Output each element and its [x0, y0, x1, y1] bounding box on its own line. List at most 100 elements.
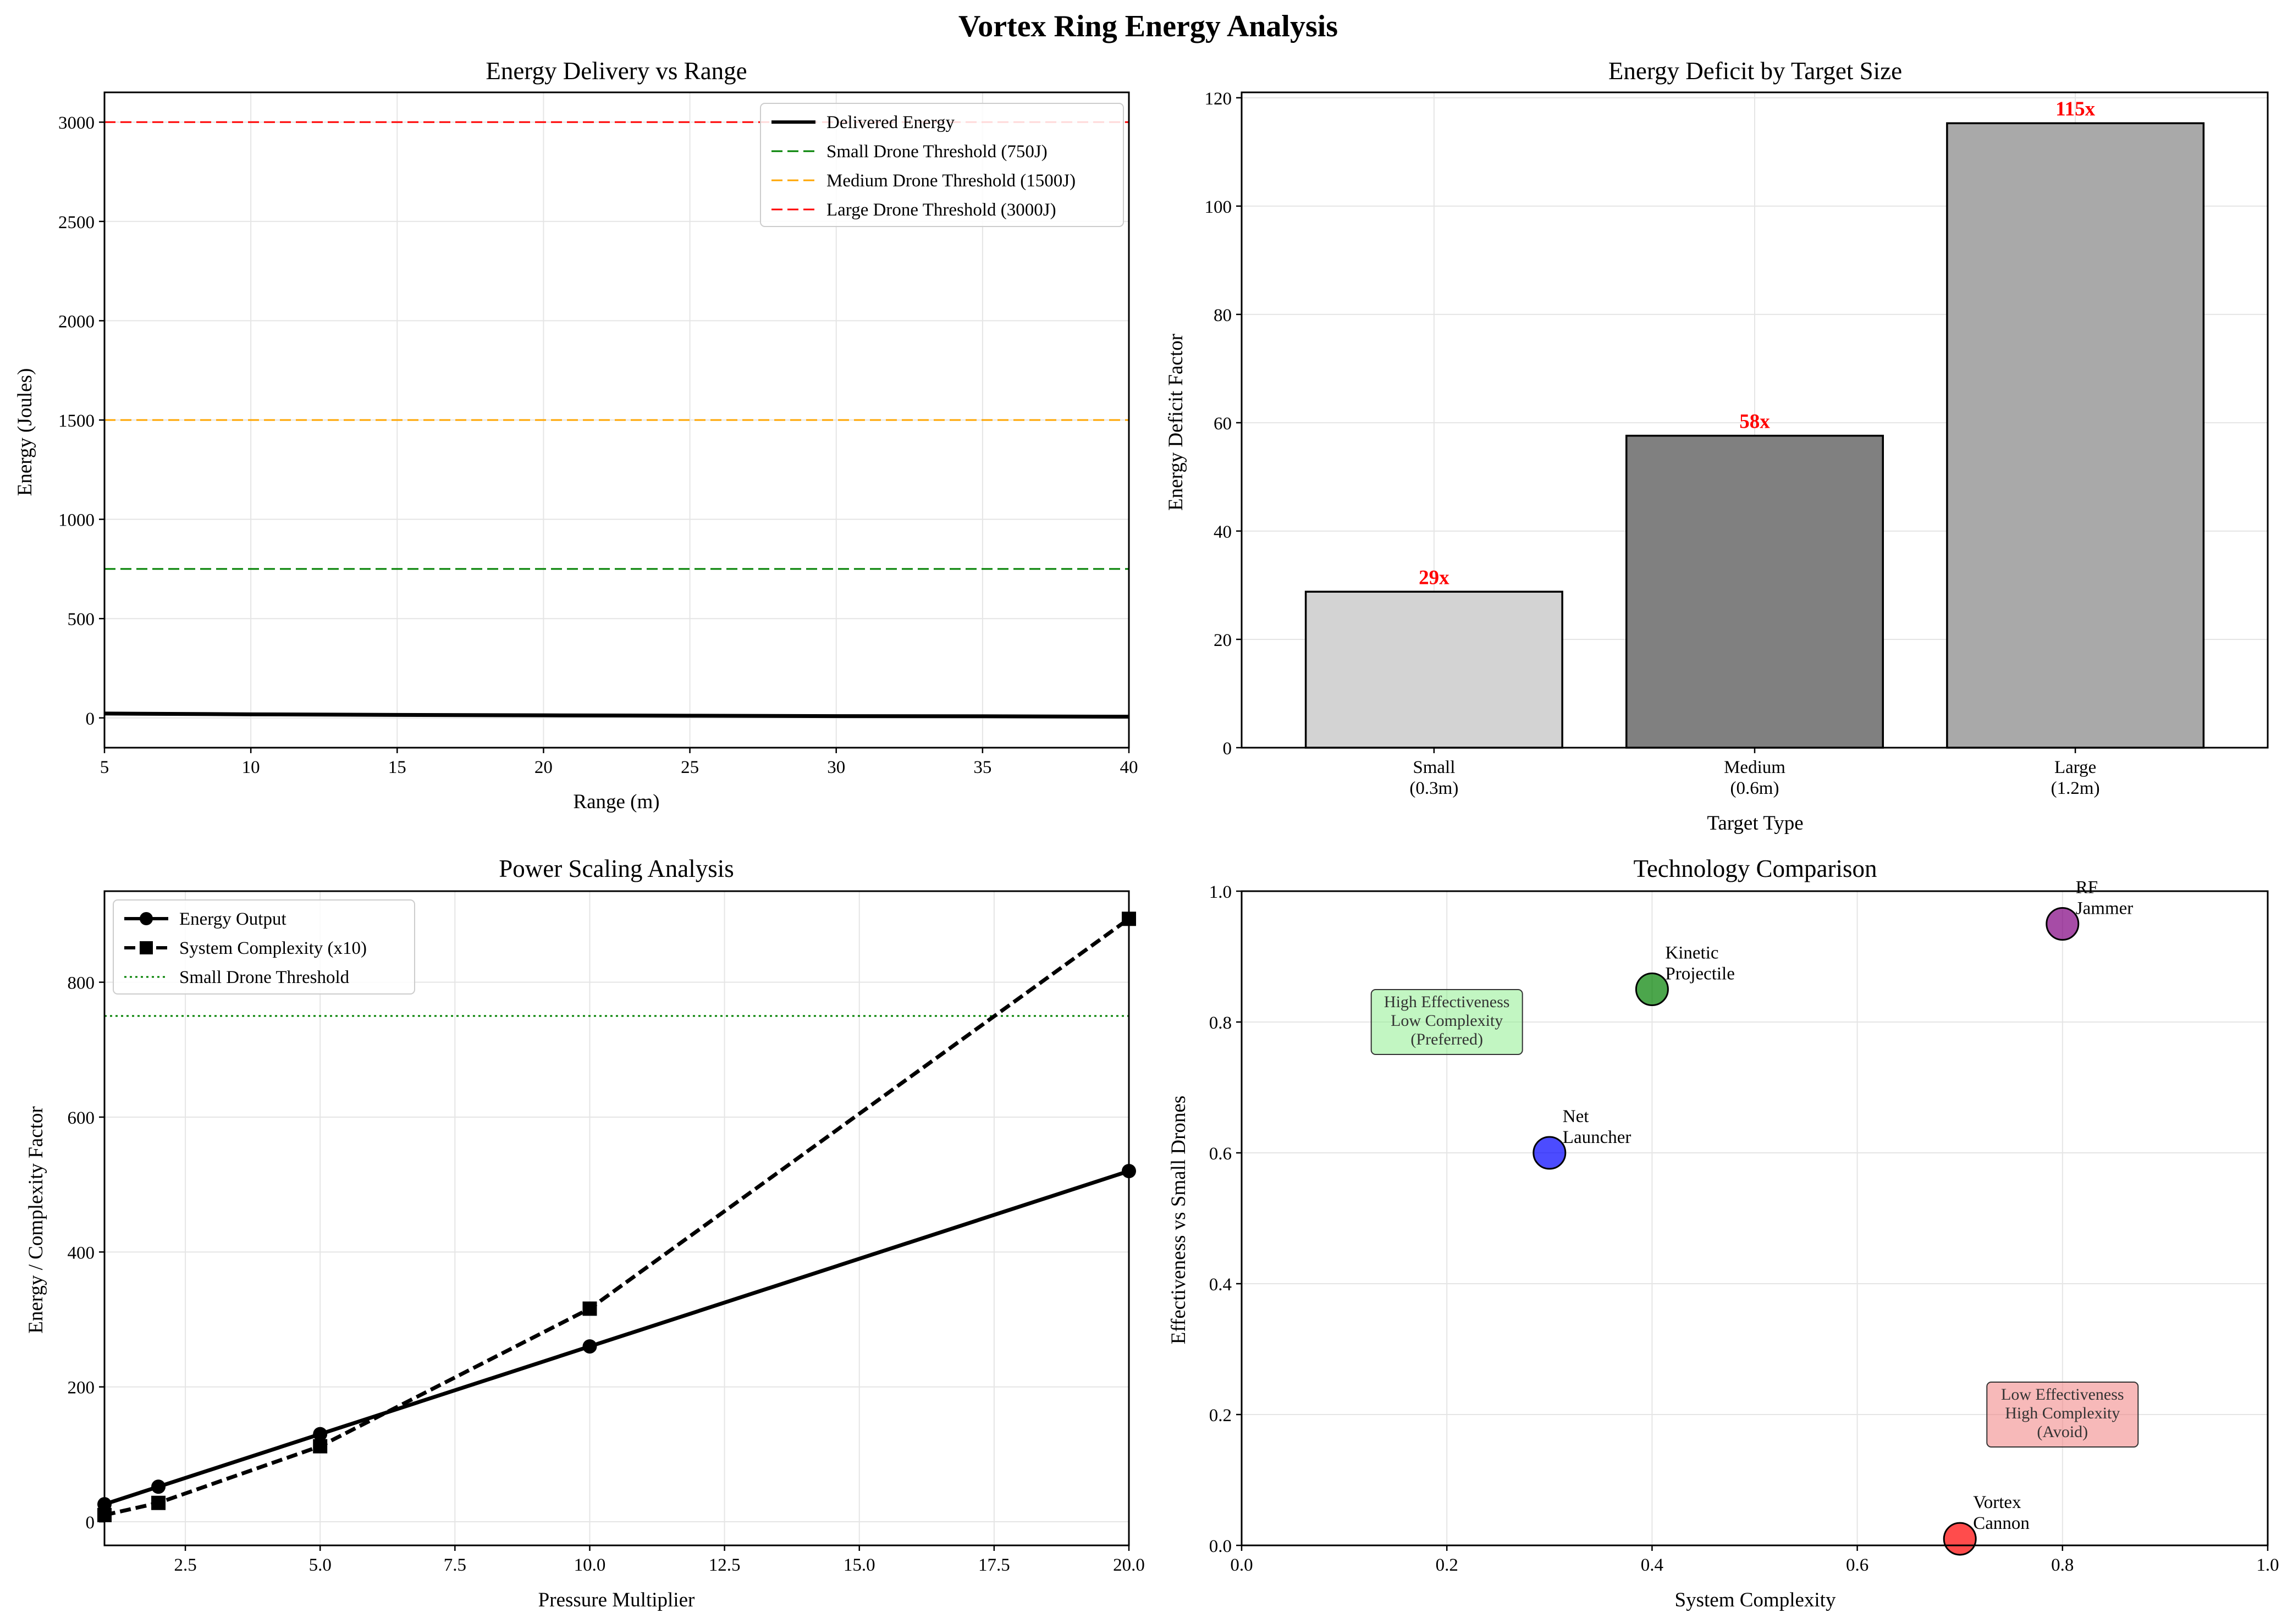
technology-point [1635, 973, 1669, 1006]
x-tick-label: 5 [100, 758, 109, 777]
legend-label: Small Drone Threshold [179, 968, 350, 987]
legend-label: Large Drone Threshold (3000J) [826, 200, 1056, 220]
figure-title: Vortex Ring Energy Analysis [958, 9, 1338, 43]
x-tick-label: 0.6 [1846, 1555, 1868, 1575]
x-axis-label: Target Type [1707, 812, 1803, 835]
region-annotation-text: (Preferred) [1410, 1030, 1483, 1048]
technology-label: Launcher [1563, 1128, 1631, 1147]
bar-value-label: 29x [1419, 566, 1449, 589]
technology-label: RF [2076, 878, 2098, 898]
x-tick-label: Small [1413, 758, 1455, 777]
legend-marker [140, 941, 153, 954]
y-tick-label: 0 [86, 1513, 95, 1533]
y-tick-label: 1000 [58, 511, 95, 531]
y-tick-label: 2000 [58, 312, 95, 332]
region-annotation-text: (Avoid) [2037, 1423, 2088, 1441]
data-point [313, 1427, 328, 1441]
y-axis-label: Energy Deficit Factor [1165, 334, 1187, 511]
series-line [104, 711, 1129, 719]
axes-frame [1241, 890, 2269, 1546]
x-tick-label: (0.3m) [1409, 778, 1458, 798]
x-tick-label: 0.8 [2051, 1555, 2074, 1575]
technology-point [1533, 1136, 1567, 1170]
x-axis-label: System Complexity [1675, 1589, 1836, 1611]
energy-deficit-panel: Energy Deficit by Target Size Target Typ… [1165, 57, 2269, 835]
y-tick-label: 0.0 [1209, 1537, 1232, 1556]
x-tick-label: (0.6m) [1730, 778, 1779, 798]
data-point [313, 1439, 328, 1454]
axes-frame [1241, 91, 2269, 749]
technology-point [2046, 907, 2080, 941]
y-tick-label: 60 [1214, 414, 1232, 434]
x-axis-label: Range (m) [573, 791, 659, 813]
axes-frame [103, 91, 1130, 749]
technology-label: Vortex [1973, 1493, 2021, 1512]
y-tick-label: 400 [68, 1243, 95, 1263]
power-scaling-panel: Power Scaling Analysis Pressure Multipli… [25, 855, 1145, 1611]
region-annotation-box [1986, 1382, 2139, 1448]
technology-label: Kinetic [1665, 943, 1718, 963]
region-annotation-text: Low Complexity [1391, 1012, 1503, 1030]
y-tick-label: 200 [68, 1378, 95, 1398]
y-axis-label: Effectiveness vs Small Drones [1167, 1096, 1190, 1344]
x-tick-label: 5.0 [309, 1555, 332, 1575]
technology-label: Jammer [2076, 899, 2133, 919]
x-tick-label: 7.5 [444, 1555, 466, 1575]
legend-label: Delivered Energy [826, 113, 955, 132]
panel-title: Power Scaling Analysis [499, 855, 734, 882]
x-tick-label: 12.5 [709, 1555, 741, 1575]
legend-label: Medium Drone Threshold (1500J) [826, 171, 1076, 191]
x-tick-label: 20 [534, 758, 553, 777]
y-tick-label: 1.0 [1209, 882, 1232, 902]
region-annotation-text: Low Effectiveness [2001, 1385, 2124, 1404]
axes-frame [103, 890, 1130, 1546]
data-point [151, 1479, 166, 1494]
technology-label: Projectile [1665, 964, 1734, 984]
technology-label: Cannon [1973, 1513, 2030, 1533]
x-tick-label: 0.4 [1641, 1555, 1663, 1575]
y-axis-label: Energy / Complexity Factor [25, 1106, 47, 1333]
y-tick-label: 800 [68, 974, 95, 993]
x-tick-label: 10.0 [574, 1555, 606, 1575]
panel-title: Energy Delivery vs Range [486, 57, 747, 85]
y-tick-label: 500 [68, 610, 95, 629]
y-tick-label: 40 [1214, 522, 1232, 542]
y-tick-label: 0.8 [1209, 1013, 1232, 1033]
legend-label: System Complexity (x10) [179, 938, 367, 958]
bar [1625, 434, 1884, 749]
y-tick-label: 80 [1214, 306, 1232, 325]
x-tick-label: 0.2 [1436, 1555, 1458, 1575]
y-tick-label: 20 [1214, 631, 1232, 650]
energy-delivery-panel: Energy Delivery vs Range Range (m) Energ… [14, 57, 1138, 813]
x-tick-label: 20.0 [1113, 1555, 1145, 1575]
y-tick-label: 0.2 [1209, 1406, 1232, 1426]
panel-title: Energy Deficit by Target Size [1608, 57, 1902, 85]
y-tick-label: 1500 [58, 411, 95, 431]
bar-value-label: 58x [1739, 411, 1770, 433]
y-tick-label: 0 [1223, 739, 1232, 759]
technology-label: Net [1563, 1107, 1589, 1126]
legend-label: Small Drone Threshold (750J) [826, 142, 1048, 162]
y-tick-label: 2500 [58, 213, 95, 233]
x-tick-label: (1.2m) [2051, 778, 2100, 798]
y-tick-label: 100 [1205, 197, 1232, 217]
y-tick-label: 600 [68, 1108, 95, 1128]
bar [1946, 122, 2205, 749]
bar [1304, 590, 1563, 749]
x-tick-label: 1.0 [2256, 1555, 2279, 1575]
x-tick-label: 0.0 [1230, 1555, 1253, 1575]
bar-value-label: 115x [2055, 98, 2095, 120]
data-point [151, 1495, 166, 1510]
y-tick-label: 120 [1205, 89, 1232, 109]
region-annotation-box [1370, 989, 1523, 1055]
x-tick-label: 15 [388, 758, 406, 777]
x-tick-label: Medium [1724, 758, 1785, 777]
region-annotation-text: High Effectiveness [1384, 993, 1510, 1011]
legend-box [113, 899, 415, 995]
y-tick-label: 0.4 [1209, 1275, 1232, 1295]
region-annotation-text: High Complexity [2005, 1404, 2120, 1422]
y-tick-label: 0 [86, 709, 95, 729]
technology-point [1943, 1522, 1977, 1556]
x-tick-label: 35 [973, 758, 991, 777]
